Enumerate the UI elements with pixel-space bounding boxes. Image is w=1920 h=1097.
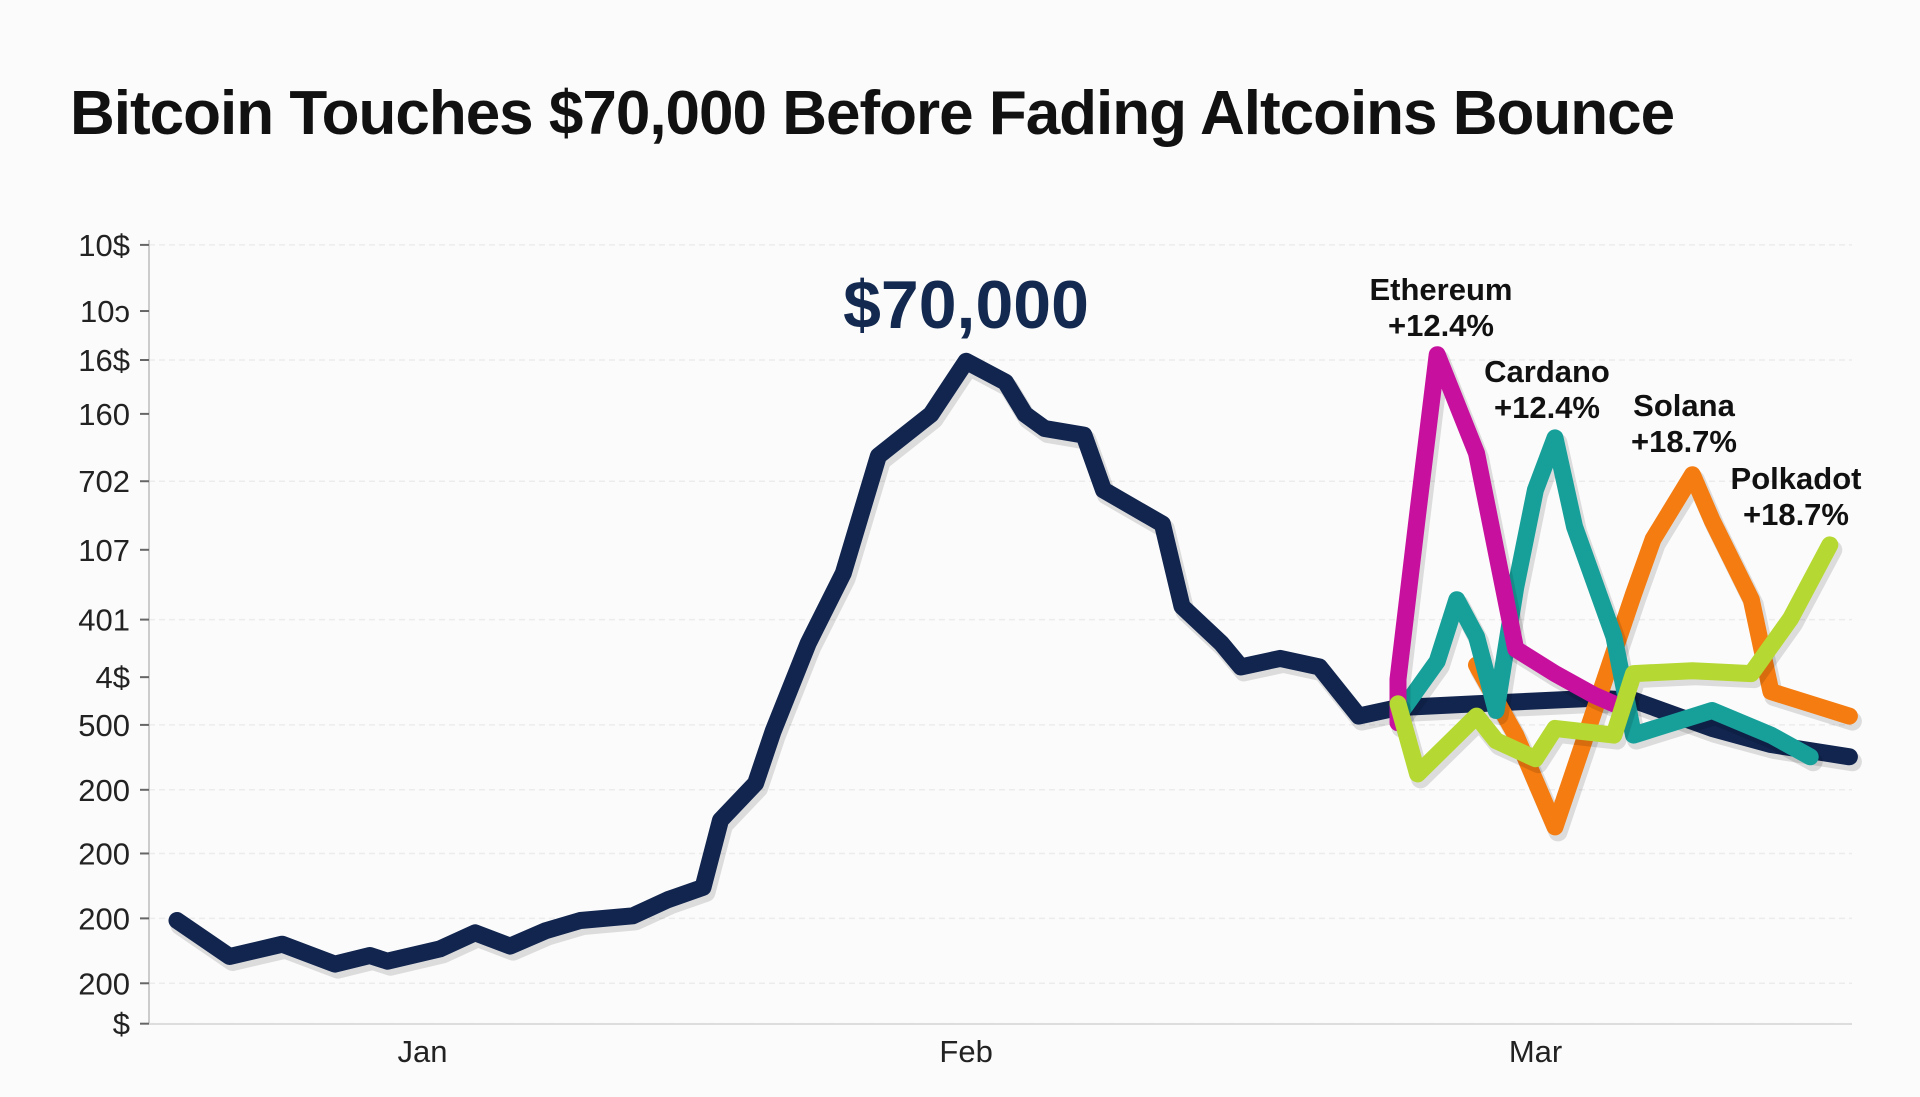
y-tick-label: 10ɔ (80, 294, 130, 329)
series-name-label: Polkadot (1731, 461, 1862, 496)
y-tick-label: 4$ (96, 660, 130, 695)
x-axis-ticks: Jan Feb Mar (397, 1034, 1562, 1069)
y-tick-label: 200 (78, 901, 130, 936)
y-tick-label: $ (113, 1007, 130, 1042)
peak-annotation: $70,000 (843, 267, 1089, 343)
series-change-label: +12.4% (1494, 390, 1600, 425)
y-tick-label: 200 (78, 966, 130, 1001)
x-tick-label: Mar (1509, 1034, 1562, 1069)
y-tick-label: 500 (78, 708, 130, 743)
y-tick-label: 10$ (78, 228, 130, 263)
x-tick-label: Jan (397, 1034, 447, 1069)
series-change-label: +12.4% (1388, 308, 1494, 343)
x-tick-label: Feb (939, 1034, 992, 1069)
series-name-label: Ethereum (1370, 272, 1513, 307)
y-tick-label: 401 (78, 603, 130, 638)
series-line-bitcoin (168, 352, 1858, 973)
series-name-label: Cardano (1484, 354, 1610, 389)
series-line-solana (1468, 466, 1858, 836)
y-tick-label: 200 (78, 773, 130, 808)
series-change-label: +18.7% (1631, 424, 1737, 459)
series-line-ethereum (1389, 346, 1623, 732)
y-tick-label: 16$ (78, 343, 130, 378)
chart-title: Bitcoin Touches $70,000 Before Fading Al… (70, 79, 1675, 148)
y-axis-ticks: 10$ 10ɔ 16$ 160 702 107 401 4$ 500 200 200 200 200 $ (78, 228, 149, 1042)
series-line-cardano (1389, 429, 1819, 766)
series-name-label: Solana (1633, 388, 1735, 423)
series-labels: Ethereum+12.4%Cardano+12.4% Solana+18.7%P… (1370, 272, 1862, 532)
y-tick-label: 160 (78, 397, 130, 432)
y-tick-label: 107 (78, 533, 130, 568)
y-tick-label: 702 (78, 464, 130, 499)
gridlines (149, 244, 1852, 1025)
y-tick-label: 200 (78, 836, 130, 871)
series-lines (168, 346, 1862, 979)
series-change-label: +18.7% (1743, 497, 1849, 532)
series-line-polkadot (1389, 536, 1839, 783)
